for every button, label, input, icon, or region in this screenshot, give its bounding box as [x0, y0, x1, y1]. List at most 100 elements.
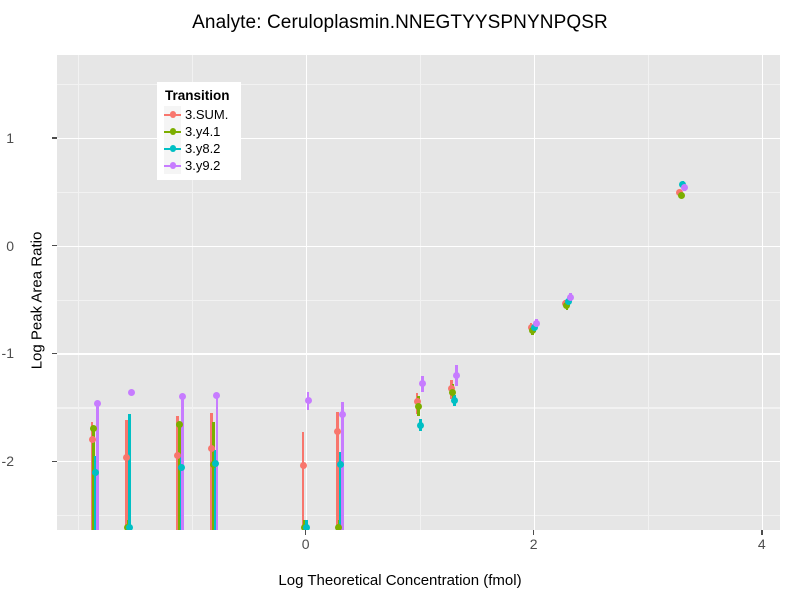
- grid-line-minor: [77, 55, 79, 530]
- data-point: [531, 324, 539, 331]
- legend-key-swatch: [164, 157, 181, 174]
- data-point: [413, 398, 421, 406]
- data-point: [93, 400, 101, 408]
- grid-line-major: [57, 137, 780, 140]
- grid-line-minor: [191, 55, 193, 530]
- data-point: [303, 524, 310, 530]
- legend-item-label: 3.SUM.: [185, 107, 229, 122]
- legend-point-icon: [169, 145, 176, 152]
- grid-line-minor: [647, 55, 650, 530]
- data-point: [335, 524, 343, 530]
- data-point: [417, 422, 425, 430]
- y-tick-label: 0: [6, 237, 14, 254]
- data-point: [177, 464, 185, 472]
- x-tick-label: 0: [301, 536, 310, 552]
- x-tick-mark: [761, 530, 763, 535]
- data-point: [175, 420, 183, 428]
- y-axis-title: Log Peak Area Ratio: [28, 231, 46, 370]
- data-point: [566, 293, 574, 301]
- legend-item: 3.SUM.: [164, 106, 234, 123]
- data-point: [333, 428, 341, 436]
- legend-item: 3.y9.2: [164, 157, 234, 174]
- grid-line-major: [57, 245, 780, 248]
- y-tick-mark: [52, 245, 57, 247]
- data-point: [174, 452, 182, 460]
- error-bar: [128, 413, 132, 530]
- data-point: [415, 402, 423, 410]
- legend-point-icon: [169, 111, 176, 118]
- y-tick-label: 1: [6, 129, 14, 146]
- error-bar: [181, 396, 185, 530]
- data-point: [211, 459, 219, 467]
- error-bar: [95, 403, 99, 530]
- error-bar: [339, 452, 342, 530]
- legend-item: 3.y4.1: [164, 123, 234, 140]
- data-point: [304, 397, 312, 405]
- grid-line-major: [305, 55, 307, 530]
- legend-key-swatch: [164, 140, 181, 157]
- grid-line-minor: [57, 514, 780, 517]
- data-point: [90, 425, 98, 433]
- error-bar: [210, 412, 214, 530]
- error-bar: [335, 411, 339, 530]
- data-point: [681, 183, 689, 191]
- data-point: [338, 411, 346, 419]
- data-point: [127, 388, 135, 396]
- y-tick-mark: [52, 137, 57, 139]
- legend-item: 3.y8.2: [164, 140, 234, 157]
- error-bar: [179, 453, 183, 530]
- y-tick-mark: [52, 460, 57, 462]
- grid-line-major: [761, 55, 764, 530]
- error-bar: [301, 431, 305, 530]
- legend-point-icon: [169, 162, 176, 169]
- legend-point-icon: [169, 128, 176, 135]
- error-bar: [213, 450, 217, 530]
- data-point: [122, 454, 130, 462]
- grid-line-minor: [57, 84, 780, 86]
- error-bar: [212, 422, 215, 530]
- error-bar: [90, 422, 94, 530]
- y-tick-label: -1: [1, 345, 14, 362]
- legend-item-label: 3.y4.1: [185, 124, 221, 139]
- y-tick-label: -2: [1, 453, 14, 470]
- data-point: [92, 469, 100, 477]
- legend-title: Transition: [165, 88, 230, 103]
- legend-item-label: 3.y9.2: [185, 158, 221, 173]
- x-tick-label: 4: [757, 536, 766, 552]
- legend-key-swatch: [164, 123, 181, 140]
- data-point: [532, 319, 540, 327]
- grid-line-minor: [419, 55, 422, 530]
- chart-title: Analyte: Ceruloplasmin.NNEGTYYSPNYNPQSR: [192, 12, 608, 33]
- legend-items: 3.SUM. 3.y4.1 3.y8.2 3.y9.2: [164, 106, 234, 174]
- error-bar: [124, 420, 128, 530]
- data-point: [179, 392, 187, 400]
- data-point: [449, 388, 457, 396]
- data-point: [208, 444, 216, 452]
- x-axis-title: Log Theoretical Concentration (fmol): [278, 572, 522, 589]
- legend: Transition 3.SUM. 3.y4.1 3.y8.2 3.y9.2: [157, 82, 241, 180]
- grid-line-minor: [57, 299, 780, 301]
- data-point: [126, 524, 134, 530]
- error-bar: [177, 424, 181, 530]
- error-bar: [176, 415, 179, 530]
- legend-key-swatch: [164, 106, 181, 123]
- data-point: [451, 397, 459, 405]
- data-point: [677, 191, 685, 199]
- grid-line-major: [533, 55, 536, 530]
- x-tick-mark: [305, 530, 307, 535]
- y-tick-mark: [52, 352, 57, 355]
- data-point: [213, 391, 221, 399]
- grid-line-major: [57, 461, 780, 463]
- data-point: [565, 298, 573, 306]
- data-point: [299, 461, 307, 469]
- error-bar: [94, 455, 97, 530]
- data-point: [452, 372, 460, 380]
- legend-item-label: 3.y8.2: [185, 141, 221, 156]
- error-bar: [92, 428, 96, 530]
- grid-line-minor: [57, 191, 780, 194]
- data-point: [88, 436, 96, 444]
- x-tick-label: 2: [529, 536, 538, 552]
- data-point: [563, 302, 571, 310]
- data-point: [418, 380, 426, 387]
